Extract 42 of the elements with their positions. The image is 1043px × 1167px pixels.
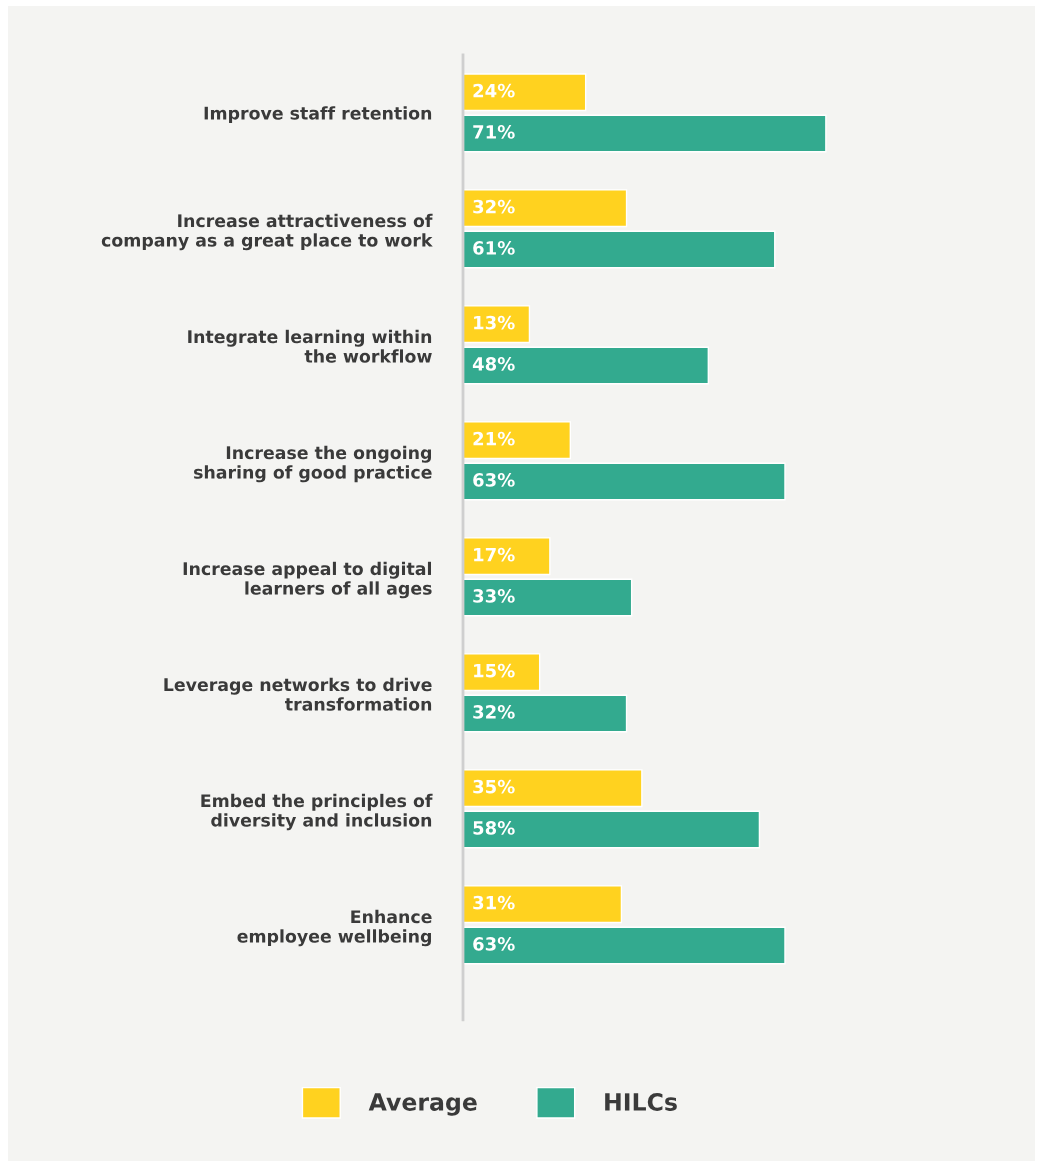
bar	[463, 189, 628, 228]
legend-label: Average	[368, 1093, 477, 1116]
y-tick-label: Increase the ongoing sharing of good practice	[194, 445, 432, 483]
data-label: 71%	[473, 125, 515, 139]
data-label: 32%	[473, 705, 515, 719]
y-tick-label: Increase attractiveness of company as a great place to work	[101, 213, 433, 251]
data-label: 21%	[473, 431, 515, 446]
bar	[463, 537, 551, 576]
legend-label: HILCs	[605, 1093, 677, 1111]
bar	[463, 694, 628, 733]
y-tick-label: Improve staff retention	[204, 106, 432, 124]
data-label: 24%	[473, 83, 515, 98]
data-label: 33%	[473, 589, 515, 603]
data-label: 31%	[473, 895, 515, 910]
bar	[463, 346, 710, 385]
y-tick-label: Leverage networks to drive transformation	[164, 677, 432, 711]
data-label: 61%	[473, 241, 515, 255]
data-label: 63%	[473, 937, 515, 951]
bar	[463, 73, 587, 112]
bar	[463, 926, 786, 965]
data-label: 58%	[473, 821, 515, 835]
data-label: 15%	[474, 663, 515, 678]
data-label: 63%	[473, 473, 515, 487]
data-label: 13%	[474, 315, 515, 330]
bar	[463, 230, 776, 269]
data-label: 35%	[473, 779, 515, 794]
bar	[463, 578, 633, 617]
data-label: 32%	[473, 199, 515, 214]
data-label: 17%	[474, 547, 515, 562]
y-tick-label: Integrate learning within the workflow	[188, 329, 432, 363]
bar	[463, 421, 572, 460]
bar	[463, 305, 531, 344]
y-tick-label: Embed the principles of diversity and inclusion	[201, 793, 433, 831]
bar	[463, 810, 761, 849]
bar	[463, 114, 827, 153]
bar	[463, 885, 623, 924]
bar	[463, 769, 643, 808]
data-label: 48%	[472, 357, 515, 371]
y-tick-label: Increase appeal to digital learners of all ages	[183, 561, 432, 599]
bar	[463, 653, 541, 692]
bar	[463, 462, 786, 501]
y-tick-label: Enhance employee wellbeing	[237, 909, 432, 947]
